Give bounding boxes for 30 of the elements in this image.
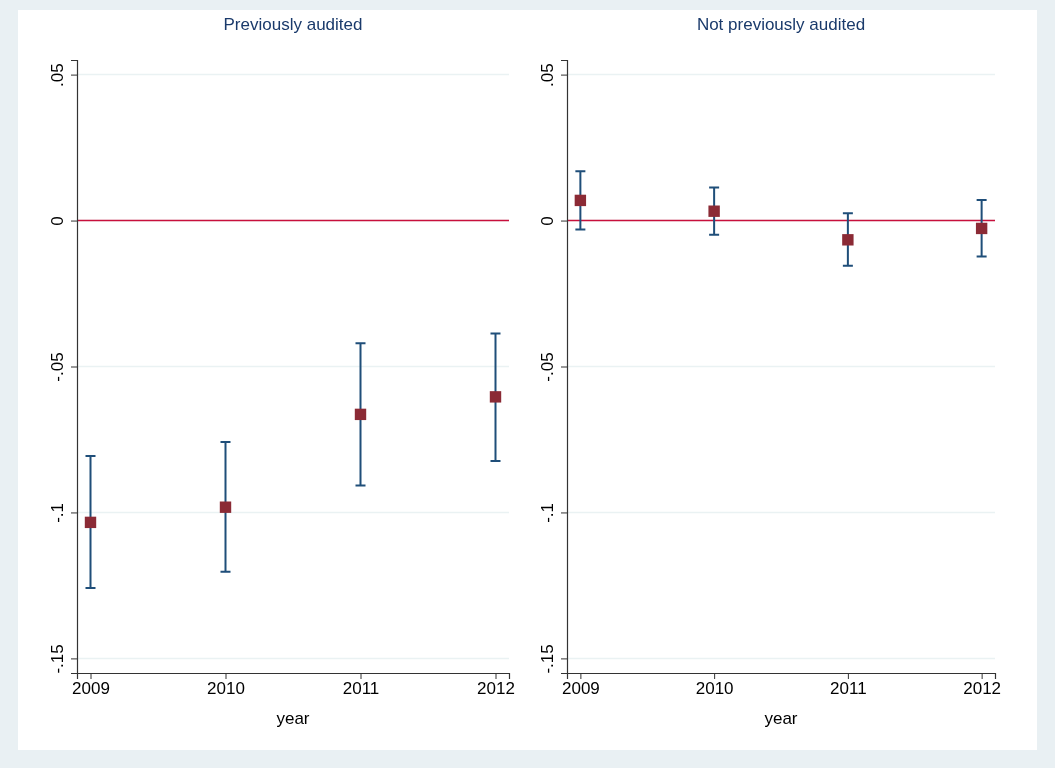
y-tick-label: .05 (48, 63, 67, 87)
x-axis-title: year (764, 709, 798, 728)
y-tick-label: 0 (48, 216, 67, 226)
x-tick-label: 2009 (561, 679, 600, 699)
x-tick-label: 2011 (830, 679, 867, 699)
x-tick-label: 2010 (207, 679, 245, 699)
x-axis-title: year (276, 709, 310, 728)
y-tick-label: -.15 (538, 644, 557, 674)
point (489, 391, 502, 403)
point (84, 516, 97, 529)
point (574, 194, 587, 207)
point (708, 205, 720, 217)
x-tick-label: 2012 (963, 679, 1002, 699)
chart-title: Not previously audited (696, 15, 866, 34)
point (842, 234, 854, 246)
chart-title: Previously audited (223, 15, 363, 34)
y-tick-label: 0 (538, 216, 557, 226)
x-tick-label: 2012 (477, 679, 515, 699)
y-tick-label: -.1 (48, 503, 67, 523)
point (354, 408, 367, 421)
point (975, 222, 988, 235)
y-tick-label: -.05 (538, 352, 557, 382)
y-tick-label: -.05 (48, 352, 67, 382)
x-tick-label: 2011 (342, 679, 380, 699)
y-tick-label: -.1 (538, 503, 557, 523)
x-tick-label: 2010 (695, 679, 734, 699)
y-tick-label: .05 (538, 63, 557, 87)
y-tick-label: -.15 (48, 644, 67, 674)
x-tick-label: 2009 (72, 679, 110, 699)
point (219, 501, 232, 513)
